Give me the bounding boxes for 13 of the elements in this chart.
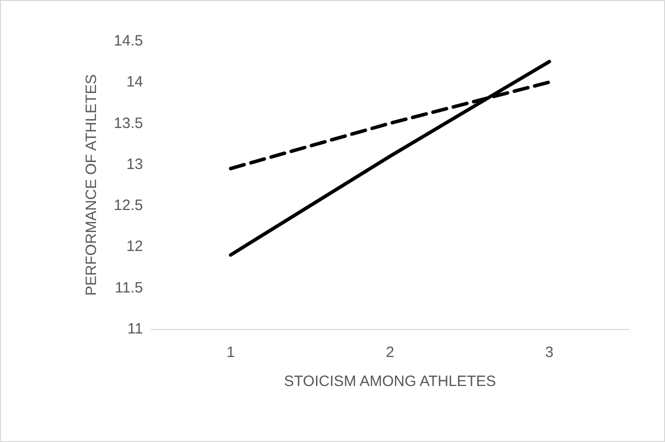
y-tick-label: 12	[126, 238, 143, 256]
x-tick-label: 1	[226, 344, 235, 361]
x-tick-label: 2	[386, 344, 394, 361]
y-tick-label: 14.5	[114, 32, 143, 50]
y-tick-label: 13.5	[114, 114, 143, 132]
y-tick-label: 13	[126, 156, 143, 173]
y-tick-label: 12.5	[114, 197, 143, 214]
y-tick-label: 11	[127, 320, 143, 338]
y-tick-label: 11.5	[114, 279, 143, 296]
x-axis-title: STOICISM AMONG ATHLETES	[284, 373, 496, 390]
y-tick-label: 14	[126, 74, 143, 91]
x-tick-label: 3	[545, 344, 554, 361]
y-axis-title: PERFORMANCE OF ATHLETES	[83, 74, 100, 296]
